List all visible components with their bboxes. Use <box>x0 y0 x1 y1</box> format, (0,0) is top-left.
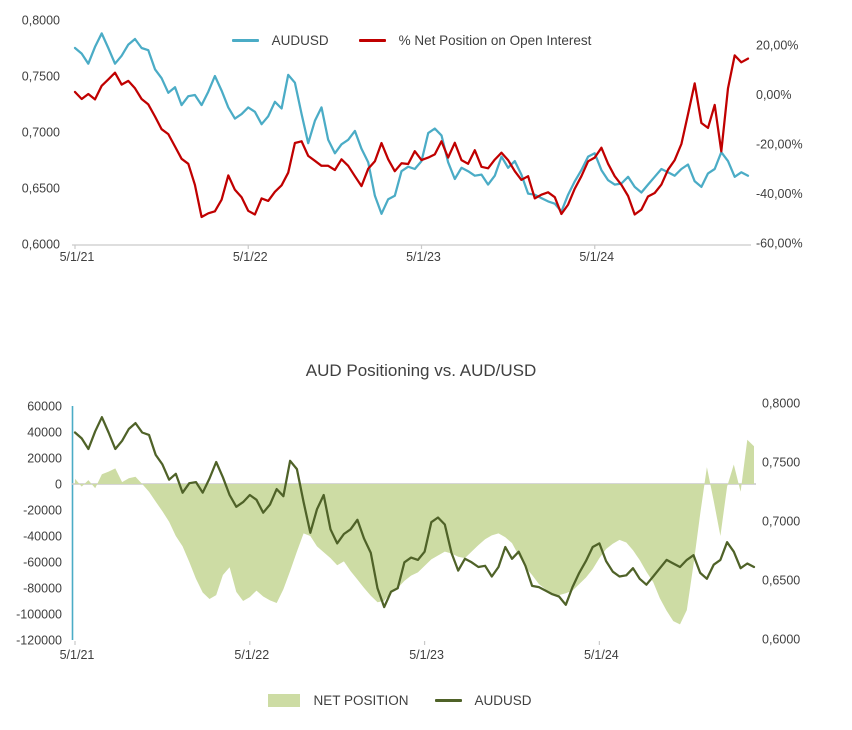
chart2-left-y-tick-label: -40000 <box>23 530 62 544</box>
chart2-left-y-tick-label: -80000 <box>23 582 62 596</box>
chart2-x-tick-label: 5/1/23 <box>409 648 444 662</box>
bottom-chart-legend: NET POSITION AUDUSD <box>0 693 800 708</box>
top-chart-canvas: 5/1/21 5/1/22 5/1/23 5/1/24 0,8000 0,7500 0,70… <box>22 14 803 265</box>
chart2-left-y-tick-label: 0 <box>55 478 62 492</box>
legend-item-net-pct: % Net Position on Open Interest <box>358 33 592 48</box>
chart1-right-y-tick-label: -20,00% <box>756 138 803 152</box>
chart2-x-tick-label: 5/1/21 <box>60 648 95 662</box>
legend-label-audusd-top: AUDUSD <box>271 33 329 48</box>
chart2-left-y-tick-label: -100000 <box>16 608 62 622</box>
chart2-left-y-tick-label: 20000 <box>27 452 62 466</box>
chart2-left-y-tick-label: 60000 <box>27 400 62 414</box>
chart1-left-y-tick-label: 0,6500 <box>22 182 60 196</box>
audusdline-series <box>73 32 750 215</box>
legend-label-net-position: NET POSITION <box>313 693 409 708</box>
chart2-left-y-tick-label: -120000 <box>16 634 62 648</box>
chart2-right-y-tick-label: 0,7500 <box>762 456 800 470</box>
chart2-x-tick-label: 5/1/24 <box>584 648 619 662</box>
legend-label-net-pct: % Net Position on Open Interest <box>398 33 592 48</box>
chart2-right-y-tick-label: 0,6500 <box>762 574 800 588</box>
audusdline-series <box>73 416 756 609</box>
-net-position-on-open-interestline-series <box>73 54 750 219</box>
bottom-chart-canvas: 5/1/21 5/1/22 5/1/23 5/1/24 60000 40000 20000 0… <box>16 397 800 663</box>
chart2-right-y-tick-label: 0,8000 <box>762 397 800 411</box>
top-chart-legend: AUDUSD % Net Position on Open Interest <box>75 33 748 48</box>
chart2-x-tick-label: 5/1/22 <box>234 648 269 662</box>
net-position-area-series <box>75 439 754 625</box>
net-position-area-swatch <box>268 694 301 707</box>
audusd-olive-line-swatch <box>434 699 462 702</box>
legend-item-net-position: NET POSITION <box>268 693 409 708</box>
chart2-right-y-tick-label: 0,7000 <box>762 515 800 529</box>
chart2-left-y-tick-label: -60000 <box>23 556 62 570</box>
legend-item-audusd-top: AUDUSD <box>231 33 329 48</box>
chart1-x-tick-label: 5/1/23 <box>406 250 441 264</box>
chart1-x-tick-label: 5/1/21 <box>60 250 95 264</box>
chart1-left-y-tick-label: 0,6000 <box>22 238 60 252</box>
chart1-left-y-tick-label: 0,8000 <box>22 14 60 28</box>
bottom-chart-title: AUD Positioning vs. AUD/USD <box>305 361 537 380</box>
chart1-right-y-tick-label: 0,00% <box>756 88 791 102</box>
chart2-left-y-tick-label: 40000 <box>27 426 62 440</box>
chart2-right-y-tick-label: 0,6000 <box>762 633 800 647</box>
chart1-right-y-tick-label: -60,00% <box>756 237 803 251</box>
chart1-right-y-tick-label: -40,00% <box>756 187 803 201</box>
chart2-left-y-tick-label: -20000 <box>23 504 62 518</box>
chart1-x-tick-label: 5/1/22 <box>233 250 268 264</box>
audusd-line-swatch <box>231 39 259 42</box>
chart1-x-tick-label: 5/1/24 <box>579 250 614 264</box>
net-pct-line-swatch <box>358 39 386 42</box>
chart1-left-y-tick-label: 0,7000 <box>22 126 60 140</box>
legend-item-audusd-bottom: AUDUSD <box>434 693 532 708</box>
chart1-left-y-tick-label: 0,7500 <box>22 70 60 84</box>
legend-label-audusd-bottom: AUDUSD <box>474 693 532 708</box>
chart1-right-y-tick-label: 20,00% <box>756 39 798 53</box>
